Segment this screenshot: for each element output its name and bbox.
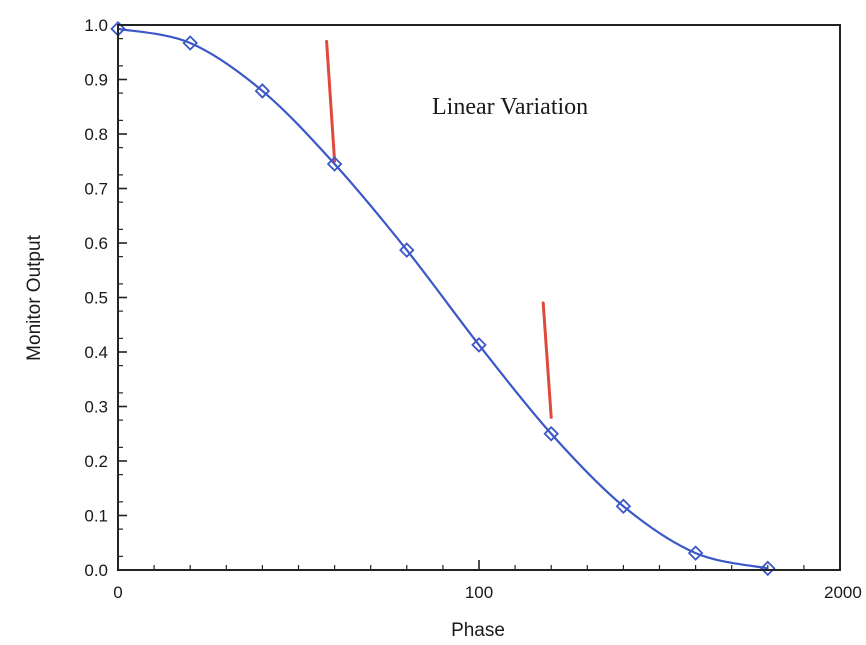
y-tick-label: 0.5 [84,289,108,308]
x-tick-label: 2000 [824,583,862,602]
y-tick-label: 0.3 [84,398,108,417]
y-tick-label: 1.0 [84,16,108,35]
x-axis-title: Phase [451,620,505,641]
y-tick-label: 0.4 [84,343,108,362]
red-range-mark [325,39,337,163]
data-point-diamond [543,425,559,442]
x-tick-label: 100 [465,583,493,602]
x-tick-label: 0 [113,583,122,602]
y-tick-label: 0.8 [84,125,108,144]
data-point-diamond [326,156,343,172]
y-tick-label: 0.6 [84,234,108,253]
series-layer [110,21,776,577]
red-range-marks [325,39,553,419]
y-tick-label: 0.9 [84,71,108,90]
y-tick-label: 0.7 [84,180,108,199]
plot-frame [117,24,841,571]
annotation-linear-variation: Linear Variation [432,94,588,120]
y-tick-label: 0.1 [84,507,108,526]
series-line [117,27,769,570]
data-point-diamond [399,242,415,258]
axis-ticks: 0.0 0.1 0.2 0.3 0.4 0.5 0.6 0.7 0.8 0.9 1.0 0 100 200… [84,16,861,602]
data-point-diamond [182,35,198,51]
data-point-diamond [760,560,776,577]
y-tick-label: 0.2 [84,452,108,471]
y-tick-label: 0.0 [84,561,108,580]
data-point-diamond [471,337,487,353]
red-range-mark [541,301,553,419]
y-axis-title: Monitor Output [24,234,45,360]
data-point-diamond [687,545,704,561]
data-point-diamond [254,83,271,99]
data-point-diamond [615,498,632,515]
